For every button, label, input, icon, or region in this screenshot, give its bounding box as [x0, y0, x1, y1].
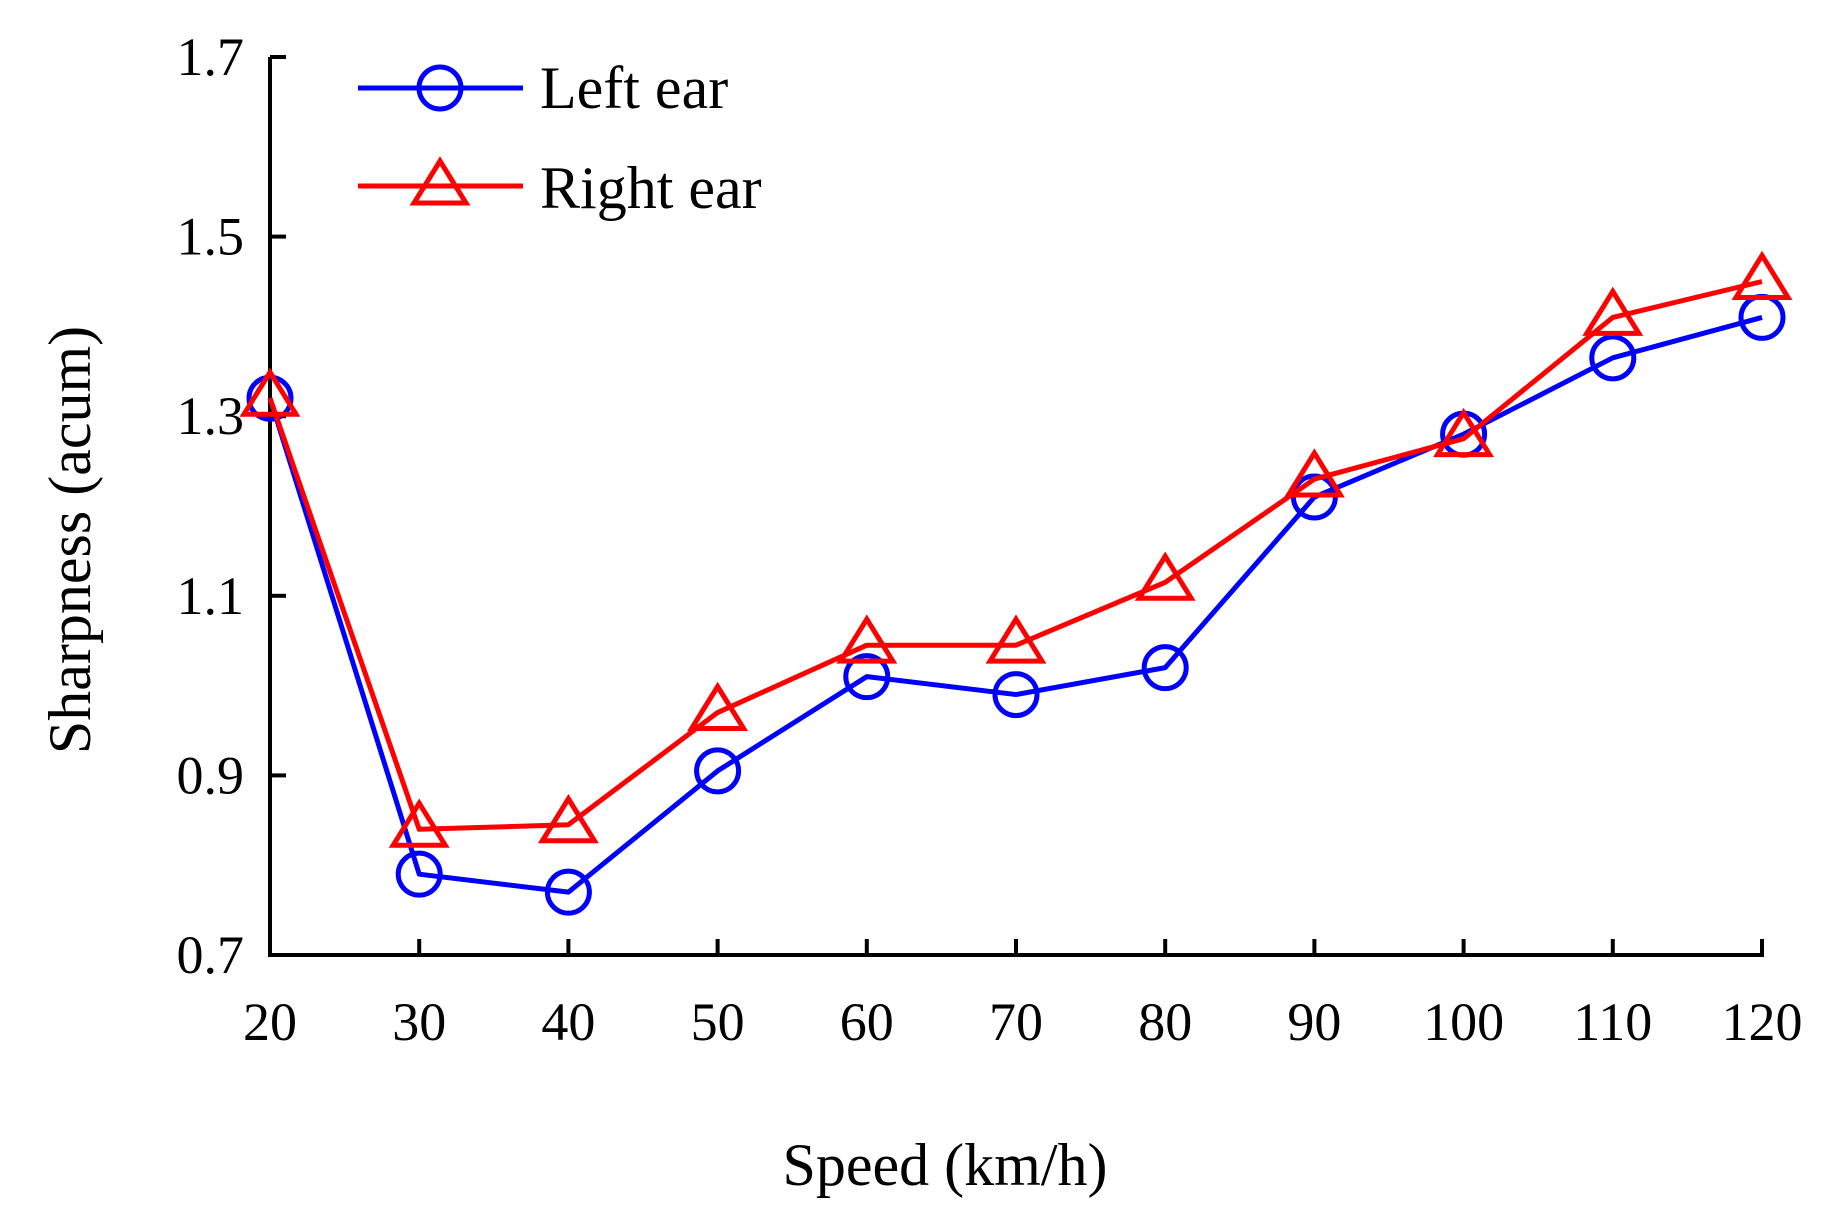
legend: Left ear Right ear	[358, 55, 762, 221]
legend-left-ear-marker	[416, 64, 464, 112]
y-tick-label: 1.3	[177, 386, 245, 446]
x-tick-label: 50	[691, 992, 745, 1052]
x-tick-label: 30	[392, 992, 446, 1052]
data-point-left-ear	[1141, 644, 1189, 692]
data-point-right-ear	[239, 367, 301, 417]
data-point-right-ear	[1134, 551, 1196, 601]
data-point-right-ear	[1433, 407, 1495, 458]
x-tick-label: 80	[1138, 992, 1192, 1052]
y-ticks-group: 0.7 0.9 1.1 1.3 1.5 1.7	[177, 27, 286, 985]
x-tick-label: 100	[1423, 992, 1504, 1052]
legend-left-ear-label: Left ear	[540, 55, 728, 121]
data-point-left-ear	[992, 671, 1040, 719]
x-tick-label: 110	[1573, 992, 1652, 1052]
series-line-left-ear	[267, 315, 1763, 895]
data-point-left-ear	[395, 850, 443, 898]
x-tick-label: 40	[541, 992, 595, 1052]
data-point-right-ear	[687, 681, 749, 731]
y-tick-label: 0.9	[177, 745, 245, 805]
data-point-right-ear	[836, 614, 898, 664]
series-layer	[239, 250, 1793, 916]
data-point-right-ear	[985, 614, 1047, 664]
data-point-right-ear	[537, 794, 599, 844]
data-point-left-ear	[544, 868, 592, 916]
data-point-left-ear	[843, 653, 891, 701]
legend-right-ear-marker	[409, 156, 471, 206]
data-point-right-ear	[1731, 250, 1793, 300]
x-axis-title: Speed (km/h)	[783, 1132, 1108, 1198]
x-tick-label: 90	[1287, 992, 1341, 1052]
x-ticks-group: 20 30 40 50 60 70 80 90 100 110 120	[243, 939, 1803, 1052]
data-point-right-ear	[1283, 448, 1345, 498]
y-tick-label: 1.5	[177, 207, 245, 267]
x-tick-label: 120	[1722, 992, 1803, 1052]
x-tick-label: 70	[989, 992, 1043, 1052]
data-point-left-ear	[694, 747, 742, 795]
legend-right-ear-label: Right ear	[540, 155, 762, 221]
series-line-right-ear	[267, 279, 1763, 832]
x-tick-label: 20	[243, 992, 297, 1052]
y-tick-label: 0.7	[177, 925, 245, 985]
data-point-left-ear	[246, 374, 294, 422]
data-point-right-ear	[1582, 286, 1644, 336]
y-tick-label: 1.7	[177, 27, 245, 87]
data-point-right-ear	[388, 798, 450, 848]
y-axis-title: Sharpness (acum)	[37, 326, 103, 754]
x-tick-label: 60	[840, 992, 894, 1052]
y-tick-label: 1.1	[177, 566, 245, 626]
data-point-left-ear	[1589, 334, 1637, 382]
